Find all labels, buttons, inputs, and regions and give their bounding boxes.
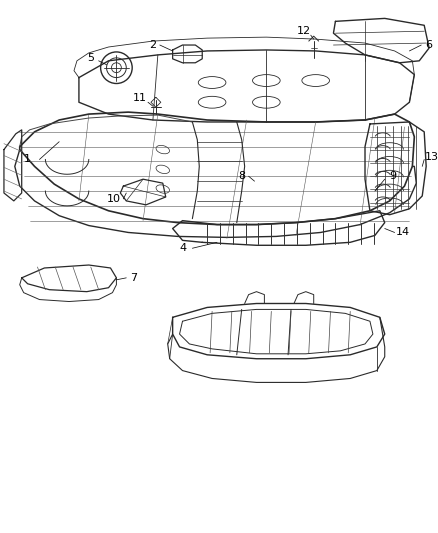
Text: 4: 4	[179, 243, 186, 253]
Text: 1: 1	[24, 155, 31, 165]
Text: 11: 11	[133, 93, 147, 103]
Text: 10: 10	[106, 194, 120, 204]
Text: 8: 8	[238, 171, 245, 181]
Text: 2: 2	[149, 40, 156, 50]
Text: 13: 13	[425, 151, 438, 161]
Text: 12: 12	[297, 26, 311, 36]
Text: 9: 9	[389, 171, 396, 181]
Text: 7: 7	[130, 273, 137, 283]
Text: 6: 6	[426, 40, 433, 50]
Text: 14: 14	[396, 228, 410, 238]
Text: 5: 5	[87, 53, 94, 63]
